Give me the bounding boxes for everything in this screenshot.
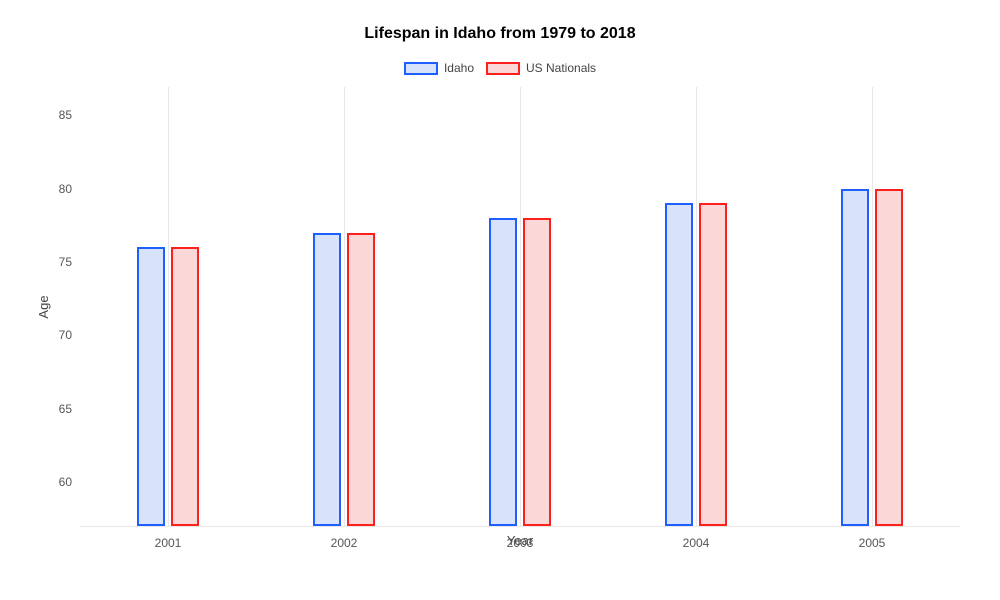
x-tick-label: 2003 (507, 536, 534, 550)
gridline (872, 87, 873, 526)
x-tick-label: 2001 (155, 536, 182, 550)
x-tick-label: 2005 (859, 536, 886, 550)
legend-swatch-us (486, 62, 520, 75)
bar (523, 218, 551, 526)
gridline (696, 87, 697, 526)
chart-container: Lifespan in Idaho from 1979 to 2018 Idah… (0, 0, 1000, 600)
bar (137, 247, 165, 526)
y-tick-label: 85 (59, 108, 72, 122)
bar (875, 189, 903, 526)
y-tick-label: 80 (59, 182, 72, 196)
bar (699, 203, 727, 526)
plot-wrap: Age 20012002200320042005606570758085 (80, 87, 960, 527)
legend: Idaho US Nationals (20, 61, 980, 75)
y-tick-label: 75 (59, 255, 72, 269)
bar (841, 189, 869, 526)
bar (347, 233, 375, 526)
gridline (520, 87, 521, 526)
gridline (344, 87, 345, 526)
bar (171, 247, 199, 526)
plot-area: 20012002200320042005606570758085 (80, 87, 960, 527)
legend-item-idaho: Idaho (404, 61, 474, 75)
legend-label-us: US Nationals (526, 61, 596, 75)
bar (489, 218, 517, 526)
y-tick-label: 70 (59, 328, 72, 342)
bar (313, 233, 341, 526)
gridline (168, 87, 169, 526)
legend-item-us: US Nationals (486, 61, 596, 75)
bar (665, 203, 693, 526)
x-tick-label: 2002 (331, 536, 358, 550)
y-axis-label: Age (36, 295, 51, 318)
y-tick-label: 60 (59, 475, 72, 489)
y-tick-label: 65 (59, 402, 72, 416)
x-tick-label: 2004 (683, 536, 710, 550)
legend-swatch-idaho (404, 62, 438, 75)
legend-label-idaho: Idaho (444, 61, 474, 75)
chart-title: Lifespan in Idaho from 1979 to 2018 (20, 25, 980, 43)
